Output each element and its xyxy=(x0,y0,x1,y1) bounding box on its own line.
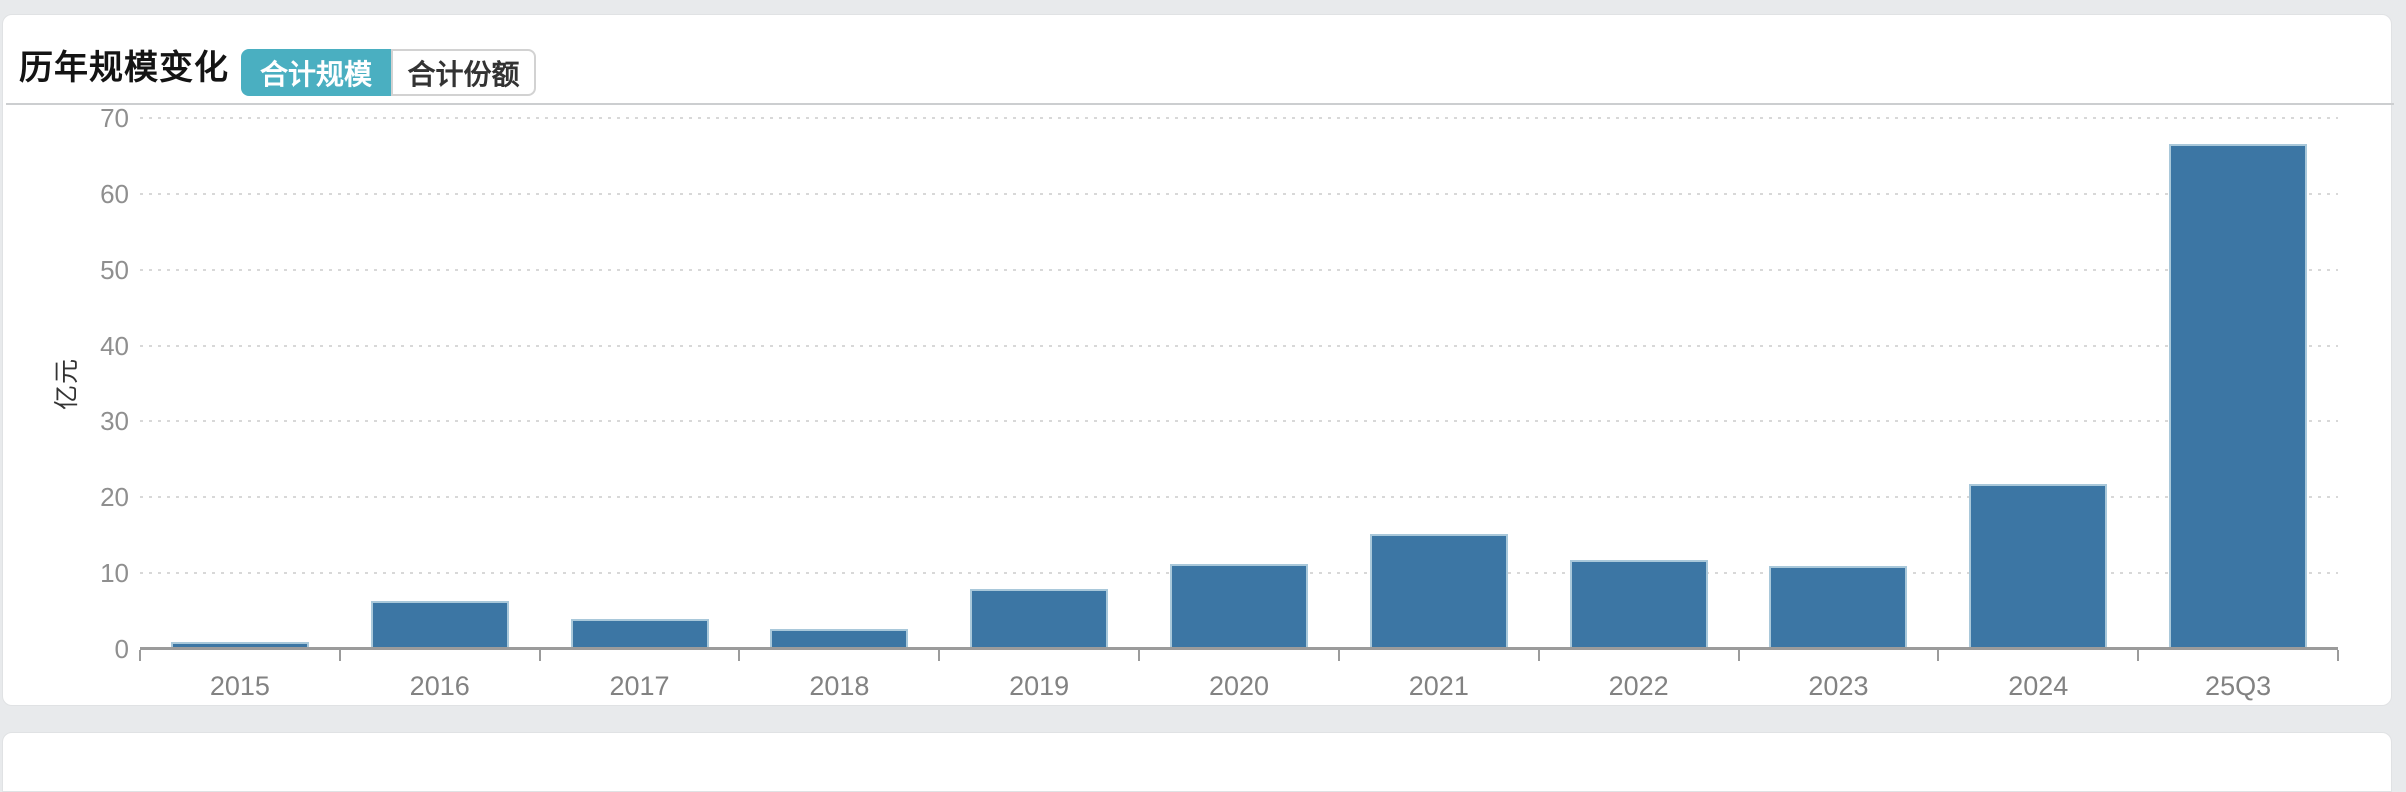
y-axis-title: 亿元 xyxy=(53,357,81,411)
x-axis-tick xyxy=(2137,650,2140,661)
bar-2022[interactable] xyxy=(1569,560,1708,649)
gridline xyxy=(140,116,2338,119)
x-axis-tick xyxy=(1737,650,1740,661)
y-tick-label: 70 xyxy=(100,102,129,133)
x-tick-label: 2024 xyxy=(2008,671,2069,701)
bar-2019[interactable] xyxy=(970,589,1109,649)
x-axis-tick xyxy=(338,650,341,661)
page-title: 历年规模变化 xyxy=(19,49,229,87)
bar-2024[interactable] xyxy=(1969,483,2108,649)
y-tick-label: 20 xyxy=(100,482,129,513)
x-axis-tick xyxy=(139,650,141,661)
x-tick-label: 2017 xyxy=(609,671,670,701)
header-divider xyxy=(6,103,2394,105)
gridline xyxy=(140,420,2338,423)
gridline xyxy=(140,268,2338,271)
x-tick-label: 2019 xyxy=(1009,671,1070,701)
next-card xyxy=(2,732,2392,792)
x-axis-tick xyxy=(538,650,541,661)
tab-total-scale[interactable]: 合计规模 xyxy=(241,49,391,96)
x-tick-label: 2018 xyxy=(809,671,870,701)
gridline xyxy=(140,344,2338,347)
x-tick-label: 2021 xyxy=(1408,671,1469,701)
x-axis-tick xyxy=(938,650,941,661)
bar-2023[interactable] xyxy=(1769,565,1908,649)
y-tick-label: 30 xyxy=(100,406,129,437)
x-tick-label: 2022 xyxy=(1608,671,1669,701)
bar-2018[interactable] xyxy=(770,629,909,649)
x-tick-label: 25Q3 xyxy=(2205,671,2272,701)
x-tick-label: 2020 xyxy=(1208,671,1270,701)
x-axis-line xyxy=(140,647,2338,650)
bar-2016[interactable] xyxy=(370,601,509,649)
tab-group: 合计规模 合计份额 xyxy=(241,49,536,96)
tab-total-share[interactable]: 合计份额 xyxy=(391,49,536,96)
x-tick-label: 2023 xyxy=(1808,671,1869,701)
x-axis-tick xyxy=(1337,650,1340,661)
x-axis-tick xyxy=(1138,650,1141,661)
bar-2020[interactable] xyxy=(1170,564,1308,649)
y-tick-label: 60 xyxy=(100,178,129,209)
x-axis-tick xyxy=(1937,650,1940,661)
bar-2021[interactable] xyxy=(1369,533,1508,649)
gridline xyxy=(140,192,2338,195)
y-tick-label: 0 xyxy=(114,634,129,664)
gridline xyxy=(140,496,2338,499)
bar-25Q3[interactable] xyxy=(2169,143,2308,649)
bar-2015[interactable] xyxy=(170,642,309,649)
x-axis-tick xyxy=(2337,650,2339,661)
bar-2017[interactable] xyxy=(570,619,709,649)
x-tick-label: 2016 xyxy=(409,671,470,701)
x-axis-tick xyxy=(1537,650,1540,661)
y-tick-label: 40 xyxy=(100,330,129,361)
y-tick-label: 50 xyxy=(100,254,129,285)
x-tick-label: 2015 xyxy=(209,671,270,701)
y-tick-label: 10 xyxy=(100,558,129,589)
x-axis-tick xyxy=(738,650,741,661)
chart-card: 历年规模变化 合计规模 合计份额 亿元 0 10 20 30 40 50 60 70 2015 20… xyxy=(2,14,2394,706)
